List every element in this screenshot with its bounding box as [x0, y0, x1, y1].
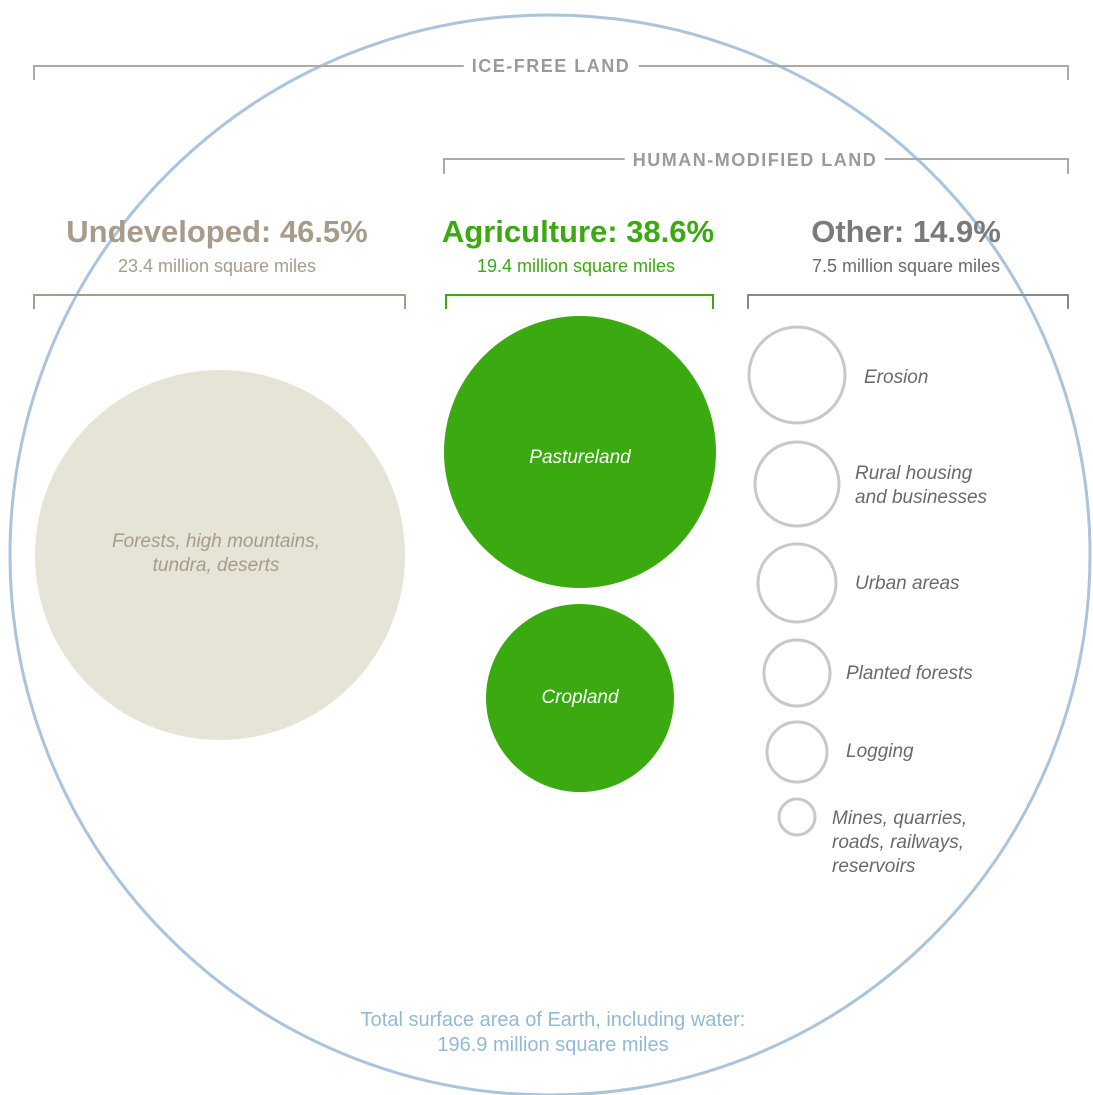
agriculture-heading: Agriculture: 38.6%: [441, 214, 715, 249]
other-bracket: [747, 294, 1069, 309]
ice-free-land-label: ICE-FREE LAND: [463, 56, 639, 77]
earth-surface-circle: [8, 13, 1092, 1095]
planted-forests-label: Planted forests: [846, 663, 973, 684]
cropland-label: Cropland: [541, 687, 619, 708]
erosion-circle: [747, 325, 847, 425]
undeveloped-heading: Undeveloped: 46.5%: [66, 214, 368, 249]
agriculture-bracket: [445, 294, 714, 309]
undeveloped-area: 23.4 million square miles: [117, 256, 317, 276]
cropland-circle: [486, 604, 674, 792]
agriculture-area: 19.4 million square miles: [476, 256, 676, 276]
other-heading: Other: 14.9%: [811, 214, 1001, 249]
rural-housing-circle: [753, 440, 841, 528]
logging-circle: [765, 720, 829, 784]
rural-housing-label: Rural housing and businesses: [855, 463, 988, 508]
mines-circle: [777, 797, 817, 837]
erosion-label: Erosion: [864, 367, 929, 388]
logging-label: Logging: [846, 741, 914, 762]
total-surface-line2: 196.9 million square miles: [437, 1034, 669, 1056]
planted-forests-circle: [762, 638, 832, 708]
urban-areas-label: Urban areas: [855, 573, 960, 594]
pastureland-circle: [444, 316, 716, 588]
other-area: 7.5 million square miles: [811, 256, 1001, 276]
undeveloped-circle: [35, 370, 405, 740]
undeveloped-bracket: [33, 294, 406, 309]
undeveloped-label: Forests, high mountains, tundra, deserts: [111, 531, 321, 576]
urban-areas-circle: [756, 542, 838, 624]
human-modified-land-label: HUMAN-MODIFIED LAND: [624, 150, 886, 171]
mines-label: Mines, quarries, roads, railways, reserv…: [832, 808, 968, 877]
total-surface-line1: Total surface area of Earth, including w…: [360, 1009, 746, 1031]
pastureland-label: Pastureland: [529, 447, 631, 468]
